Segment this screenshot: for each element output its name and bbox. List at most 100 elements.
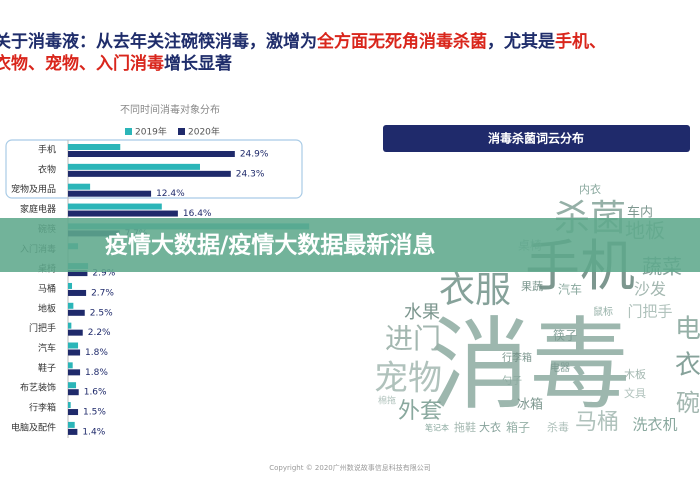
value-label: 1.8% bbox=[85, 368, 108, 378]
bar bbox=[68, 382, 77, 389]
value-label: 2.5% bbox=[90, 308, 113, 318]
y-tick-label: 电脑及配件 bbox=[11, 421, 56, 433]
cloud-word: 衣 bbox=[675, 351, 700, 381]
y-tick-label: 行李箱 bbox=[29, 402, 56, 414]
header-line: 衣物、宠物、入门消毒增长显著 bbox=[0, 53, 232, 74]
copyright: Copyright © 2020广州数说故事信息科技有限公司 bbox=[269, 463, 430, 472]
cloud-word: 果蔬 bbox=[521, 280, 543, 293]
y-tick-label: 地板 bbox=[38, 302, 56, 314]
header-segment: 增长显著 bbox=[164, 53, 232, 74]
cloud-word: 内衣 bbox=[579, 182, 601, 196]
bar bbox=[68, 289, 87, 296]
bar bbox=[68, 309, 85, 316]
chart-title: 不同时间消毒对象分布 bbox=[120, 103, 220, 116]
bar bbox=[68, 163, 200, 170]
y-tick-label: 鞋子 bbox=[38, 362, 56, 374]
bar bbox=[68, 210, 178, 217]
cloud-word: 行李箱 bbox=[502, 351, 532, 364]
bar bbox=[68, 144, 121, 150]
cloud-word: 棉拖 bbox=[378, 395, 396, 407]
cloud-word: 水果 bbox=[404, 302, 440, 323]
y-tick-label: 马桶 bbox=[38, 282, 56, 294]
cloud-word: 洗衣机 bbox=[632, 416, 677, 434]
value-label: 2.9% bbox=[92, 269, 115, 279]
header-line: 关于消毒液：从去年关注碗筷消毒，激增为全方面无死角消毒杀菌，尤其是手机、 bbox=[0, 31, 606, 52]
cloud-word: 鼠标 bbox=[593, 305, 613, 318]
wordcloud-title-bar bbox=[383, 125, 690, 152]
cloud-word: 勺子 bbox=[502, 375, 522, 387]
cloud-word: 筷子 bbox=[553, 328, 577, 343]
cloud-word: 进门 bbox=[385, 322, 441, 355]
value-label: 24.3% bbox=[236, 169, 265, 179]
banner-band bbox=[0, 218, 700, 272]
bar bbox=[68, 342, 79, 349]
cloud-word: 宠物 bbox=[374, 359, 442, 399]
bar bbox=[68, 369, 81, 376]
cloud-word: 文具 bbox=[624, 386, 646, 400]
bar bbox=[68, 270, 88, 277]
bar bbox=[68, 409, 79, 416]
cloud-word: 笔记本 bbox=[425, 423, 449, 433]
cloud-word: 汽车 bbox=[558, 282, 582, 297]
cloud-word: 箱子 bbox=[506, 420, 530, 435]
cloud-word: 马桶 bbox=[575, 410, 619, 435]
cloud-word: 木板 bbox=[624, 367, 646, 381]
legend-swatch bbox=[178, 128, 185, 135]
value-label: 2.2% bbox=[88, 328, 111, 338]
bar bbox=[68, 302, 74, 309]
cloud-word: 门把手 bbox=[627, 303, 672, 321]
bar bbox=[68, 183, 91, 190]
bar bbox=[68, 349, 81, 356]
cloud-word: 衣服 bbox=[439, 270, 511, 311]
cloud-word: 冰箱 bbox=[517, 397, 543, 413]
y-tick-label: 门把手 bbox=[29, 322, 56, 334]
bar bbox=[68, 190, 152, 197]
value-label: 12.4% bbox=[156, 189, 185, 199]
bar bbox=[68, 282, 73, 289]
y-tick-label: 手机 bbox=[38, 144, 56, 156]
y-tick-label: 汽车 bbox=[38, 342, 56, 354]
bar bbox=[68, 203, 162, 210]
value-label: 24.9% bbox=[240, 150, 269, 160]
legend-label: 2020年 bbox=[188, 126, 220, 138]
value-label: 16.4% bbox=[183, 209, 212, 219]
legend-swatch bbox=[125, 128, 132, 135]
cloud-word: 电器 bbox=[550, 361, 570, 374]
bar bbox=[68, 329, 83, 336]
cloud-word: 消毒 bbox=[430, 306, 630, 423]
wordcloud-title: 消毒杀菌词云分布 bbox=[488, 131, 584, 146]
cloud-word: 车内 bbox=[627, 205, 653, 221]
bar bbox=[68, 362, 73, 369]
y-tick-label: 家庭电器 bbox=[20, 203, 56, 215]
header-segment: ，尤其是 bbox=[487, 31, 555, 52]
cloud-word: 杀毒 bbox=[547, 420, 569, 434]
value-label: 1.8% bbox=[85, 348, 108, 358]
cloud-word: 碗 bbox=[676, 389, 700, 417]
header-segment: 关于消毒液：从去年关注碗筷消毒，激增为 bbox=[0, 31, 317, 52]
value-label: 1.6% bbox=[84, 388, 107, 398]
bar bbox=[68, 322, 72, 329]
value-label: 1.4% bbox=[82, 427, 105, 437]
cloud-word: 沙发 bbox=[634, 280, 666, 299]
highlight-box bbox=[5, 139, 303, 199]
legend-label: 2019年 bbox=[135, 126, 167, 138]
bar bbox=[68, 428, 78, 435]
header-segment: 手机、 bbox=[555, 31, 606, 52]
value-label: 2.7% bbox=[91, 288, 114, 298]
bar bbox=[68, 402, 71, 409]
y-tick-label: 布艺装饰 bbox=[20, 382, 56, 394]
banner-text: 疫情大数据/疫情大数据最新消息 bbox=[105, 232, 435, 259]
cloud-word: 外套 bbox=[398, 399, 442, 424]
cloud-word: 大衣 bbox=[479, 420, 501, 434]
bar bbox=[68, 421, 75, 428]
y-tick-label: 宠物及用品 bbox=[11, 183, 56, 195]
bar bbox=[68, 170, 231, 177]
cloud-word: 电 bbox=[675, 315, 700, 345]
header-segment: 衣物、宠物、入门消毒 bbox=[0, 53, 164, 74]
bar bbox=[68, 151, 235, 157]
value-label: 1.5% bbox=[83, 408, 106, 418]
y-tick-label: 衣物 bbox=[38, 163, 56, 175]
header-segment: 全方面无死角消毒杀菌 bbox=[316, 31, 487, 52]
